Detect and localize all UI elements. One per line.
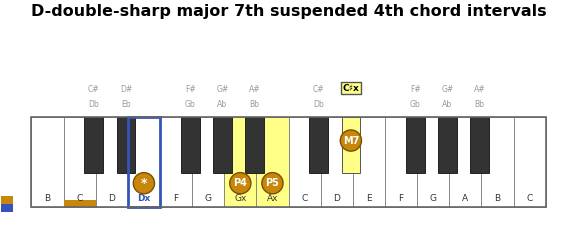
Bar [385,117,417,207]
Circle shape [340,130,361,151]
Bar [406,117,425,173]
Bar [513,117,546,207]
Bar [181,117,199,173]
Text: D: D [108,194,115,203]
Text: P5: P5 [266,178,279,188]
Text: Ax: Ax [267,194,278,203]
Bar [64,117,96,207]
Bar [481,117,513,207]
Text: F#: F# [410,85,421,94]
Text: C: C [77,194,83,203]
Text: Db: Db [88,100,99,109]
Text: A: A [462,194,468,203]
Text: C: C [526,194,533,203]
Text: D: D [333,194,340,203]
Text: *: * [141,177,147,190]
Text: A#: A# [249,85,260,94]
Text: Gx: Gx [234,194,247,203]
Bar [160,117,192,207]
Text: Db: Db [314,100,324,109]
Bar [321,117,353,207]
Text: A#: A# [473,85,485,94]
Bar [470,117,489,173]
Bar [32,117,546,207]
Text: Bb: Bb [249,100,260,109]
Bar [224,117,256,207]
Bar [64,200,96,207]
Text: C#: C# [88,85,100,94]
Text: G#: G# [216,85,229,94]
Text: D-double-sharp major 7th suspended 4th chord intervals: D-double-sharp major 7th suspended 4th c… [31,4,546,19]
Bar [128,117,160,207]
Text: Gb: Gb [185,100,195,109]
Bar [417,117,449,207]
Bar [213,117,231,173]
Bar [32,117,64,207]
Text: M7: M7 [343,135,359,146]
Bar [1,196,14,204]
Circle shape [230,173,251,194]
Text: C: C [301,194,308,203]
Text: D#: D# [120,85,132,94]
Text: Dx: Dx [137,194,150,203]
Text: Bb: Bb [475,100,485,109]
Circle shape [133,173,154,194]
Bar [449,117,481,207]
Text: B: B [494,194,501,203]
Bar [245,117,264,173]
Bar [117,117,135,173]
Text: Gb: Gb [410,100,421,109]
Text: C#: C# [313,85,324,94]
Text: Ab: Ab [443,100,453,109]
Text: F: F [399,194,404,203]
Bar [84,117,103,173]
Text: Ab: Ab [217,100,227,109]
Text: C♯x: C♯x [342,83,359,92]
Text: G: G [430,194,437,203]
Circle shape [262,173,283,194]
Bar [438,117,457,173]
Bar [288,117,321,207]
Text: Eb: Eb [121,100,131,109]
Bar [353,117,385,207]
Text: F#: F# [185,85,195,94]
Text: P4: P4 [234,178,247,188]
Bar [310,117,328,173]
Bar [96,117,128,207]
Bar [256,117,288,207]
Bar [1,204,14,212]
Text: G#: G# [441,85,453,94]
Bar [128,117,160,207]
Text: F: F [173,194,178,203]
Text: E: E [366,194,372,203]
Text: basicmusictheory.com: basicmusictheory.com [5,78,10,147]
Bar [342,117,360,173]
Bar [192,117,224,207]
Text: G: G [205,194,212,203]
Text: B: B [44,194,51,203]
